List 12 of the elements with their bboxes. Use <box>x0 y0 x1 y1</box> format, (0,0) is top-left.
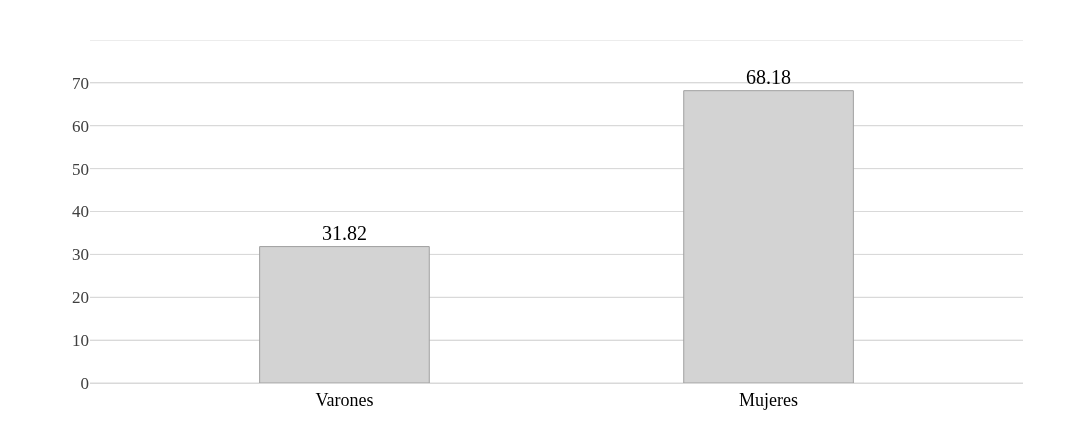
x-tick-label: Mujeres <box>739 389 799 410</box>
y-tick-label: 50 <box>72 159 89 179</box>
y-tick-label: 40 <box>72 202 89 222</box>
y-tick-label: 20 <box>72 288 89 308</box>
x-tick-label: Varones <box>315 389 374 410</box>
y-tick-label: 30 <box>72 245 89 265</box>
y-tick-label: 70 <box>72 73 89 93</box>
data-label: 68.18 <box>746 65 792 88</box>
y-tick-label: 0 <box>80 373 89 393</box>
data-label: 31.82 <box>321 221 367 244</box>
y-tick-label: 60 <box>72 116 89 136</box>
y-tick-label: 10 <box>72 331 89 351</box>
